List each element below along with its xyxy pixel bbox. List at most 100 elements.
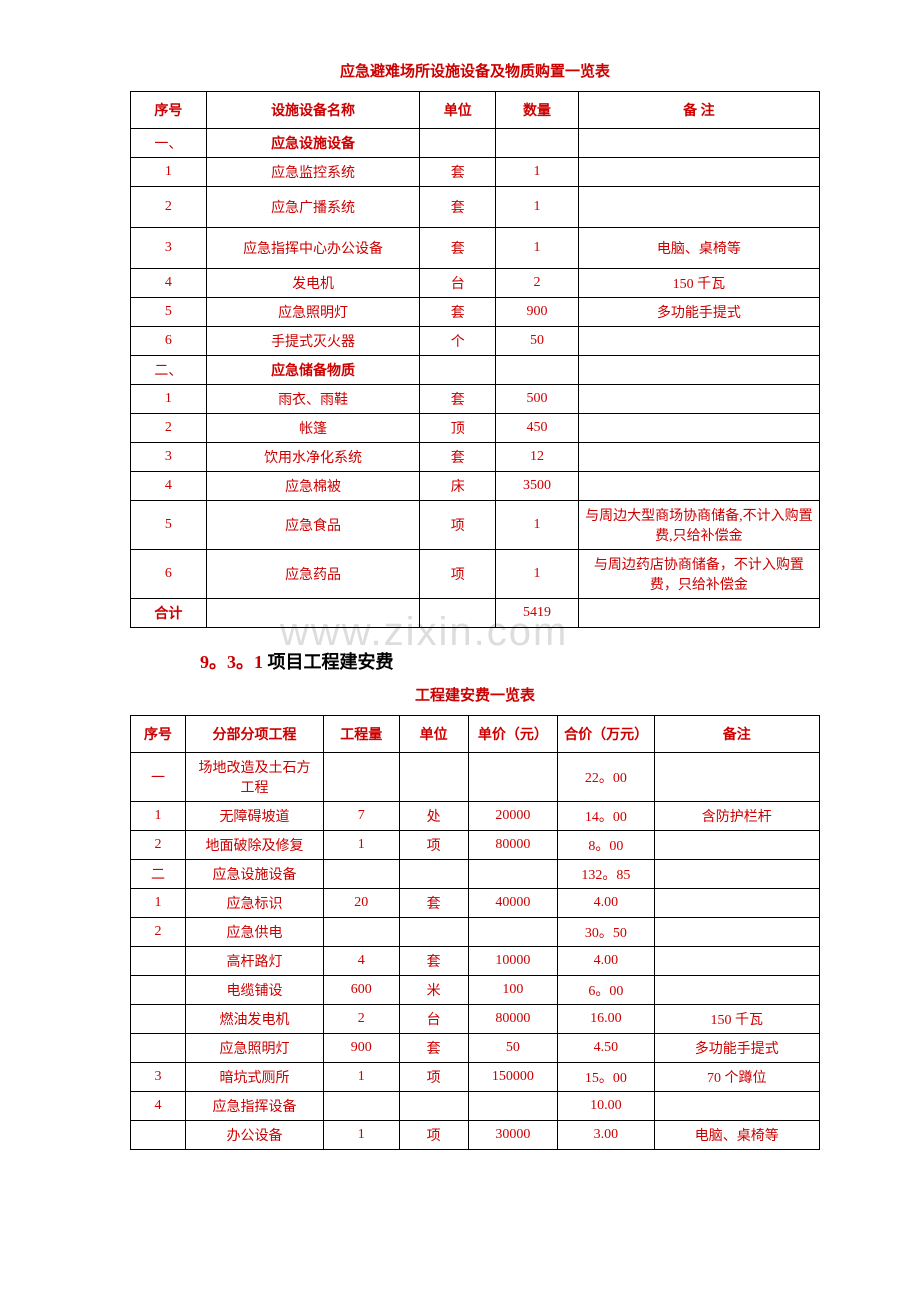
table2-header-item: 分部分项工程 — [186, 716, 324, 753]
table-cell: 与周边大型商场协商储备,不计入购置费,只给补偿金 — [578, 501, 819, 550]
table-cell: 应急指挥中心办公设备 — [206, 228, 420, 269]
table-cell: 4 — [131, 269, 207, 298]
table-cell: 20 — [323, 889, 399, 918]
table-cell — [654, 918, 819, 947]
table-cell: 1 — [496, 550, 579, 599]
table-cell — [496, 129, 579, 158]
table-cell: 10000 — [468, 947, 558, 976]
table-cell: 150 千瓦 — [654, 1005, 819, 1034]
table-cell: 8。00 — [558, 831, 654, 860]
table1-header-seq: 序号 — [131, 92, 207, 129]
table-cell: 套 — [420, 298, 496, 327]
table1-header-row: 序号 设施设备名称 单位 数量 备 注 — [131, 92, 820, 129]
table-cell: 米 — [399, 976, 468, 1005]
table-cell: 应急监控系统 — [206, 158, 420, 187]
table-cell: 50 — [468, 1034, 558, 1063]
table-cell: 合计 — [131, 599, 207, 628]
table-cell: 1 — [323, 831, 399, 860]
table-row: 3饮用水净化系统套12 — [131, 443, 820, 472]
table-cell: 套 — [420, 385, 496, 414]
table-cell: 电缆铺设 — [186, 976, 324, 1005]
table-cell — [420, 129, 496, 158]
table-cell — [468, 860, 558, 889]
equipment-table: 序号 设施设备名称 单位 数量 备 注 一、应急设施设备1应急监控系统套12应急… — [130, 91, 820, 628]
table-cell: 电脑、桌椅等 — [654, 1121, 819, 1150]
table-row: 合计 5419 — [131, 599, 820, 628]
table-cell: 6 — [131, 550, 207, 599]
table-cell: 帐篷 — [206, 414, 420, 443]
table-cell — [654, 1092, 819, 1121]
table-cell: 12 — [496, 443, 579, 472]
table-row: 1应急监控系统套1 — [131, 158, 820, 187]
table-cell: 项 — [399, 831, 468, 860]
table-cell: 6 — [131, 327, 207, 356]
table-cell: 套 — [420, 228, 496, 269]
table-cell: 80000 — [468, 831, 558, 860]
table-cell: 套 — [420, 187, 496, 228]
table-cell: 1 — [131, 385, 207, 414]
table-cell: 5419 — [496, 599, 579, 628]
table-cell — [323, 918, 399, 947]
table-cell: 无障碍坡道 — [186, 802, 324, 831]
table-cell: 7 — [323, 802, 399, 831]
table-cell: 应急照明灯 — [186, 1034, 324, 1063]
table-cell: 应急食品 — [206, 501, 420, 550]
table-cell: 与周边药店协商储备，不计入购置费，只给补偿金 — [578, 550, 819, 599]
table-cell: 项 — [399, 1121, 468, 1150]
table-cell: 套 — [420, 443, 496, 472]
table-row: 燃油发电机2台8000016.00150 千瓦 — [131, 1005, 820, 1034]
table-cell: 3.00 — [558, 1121, 654, 1150]
table-cell — [578, 385, 819, 414]
table-cell: 100 — [468, 976, 558, 1005]
table-cell: 150000 — [468, 1063, 558, 1092]
table-cell: 应急供电 — [186, 918, 324, 947]
table-cell: 5 — [131, 298, 207, 327]
table-cell: 1 — [496, 228, 579, 269]
table-cell — [654, 947, 819, 976]
table-row: 1应急标识20套400004.00 — [131, 889, 820, 918]
table-cell — [654, 831, 819, 860]
table-cell — [399, 860, 468, 889]
table-cell: 处 — [399, 802, 468, 831]
table1-header-remark: 备 注 — [578, 92, 819, 129]
table-cell — [578, 187, 819, 228]
table-cell: 1 — [496, 158, 579, 187]
table-cell: 多功能手提式 — [654, 1034, 819, 1063]
table-row: 1无障碍坡道7处2000014。00含防护栏杆 — [131, 802, 820, 831]
table-row: 4应急棉被床3500 — [131, 472, 820, 501]
table-cell: 4.00 — [558, 889, 654, 918]
table-cell: 项 — [399, 1063, 468, 1092]
table1-header-name: 设施设备名称 — [206, 92, 420, 129]
table-cell — [323, 753, 399, 802]
table-row: 3暗坑式厕所1项15000015。0070 个蹲位 — [131, 1063, 820, 1092]
table-cell: 70 个蹲位 — [654, 1063, 819, 1092]
table-cell: 台 — [399, 1005, 468, 1034]
table-cell: 应急广播系统 — [206, 187, 420, 228]
table-cell: 场地改造及土石方工程 — [186, 753, 324, 802]
table-cell — [399, 918, 468, 947]
table-cell — [206, 599, 420, 628]
table-cell: 1 — [131, 802, 186, 831]
table-cell: 1 — [323, 1121, 399, 1150]
table-cell — [131, 1005, 186, 1034]
table-cell: 电脑、桌椅等 — [578, 228, 819, 269]
table-cell: 1 — [496, 187, 579, 228]
table-cell — [468, 753, 558, 802]
table1-header-unit: 单位 — [420, 92, 496, 129]
table-row: 2应急广播系统套1 — [131, 187, 820, 228]
table-cell: 3 — [131, 1063, 186, 1092]
table-cell — [468, 918, 558, 947]
table-cell: 手提式灭火器 — [206, 327, 420, 356]
table-row: 2帐篷顶450 — [131, 414, 820, 443]
table-row: 应急照明灯900套504.50多功能手提式 — [131, 1034, 820, 1063]
table-cell — [131, 976, 186, 1005]
table-cell: 6。00 — [558, 976, 654, 1005]
table-cell: 1 — [496, 501, 579, 550]
table-row: 5应急照明灯套900多功能手提式 — [131, 298, 820, 327]
table-cell: 2 — [131, 918, 186, 947]
table-cell — [578, 599, 819, 628]
table-cell — [131, 947, 186, 976]
table-cell: 床 — [420, 472, 496, 501]
table-cell — [399, 1092, 468, 1121]
table-cell: 5 — [131, 501, 207, 550]
